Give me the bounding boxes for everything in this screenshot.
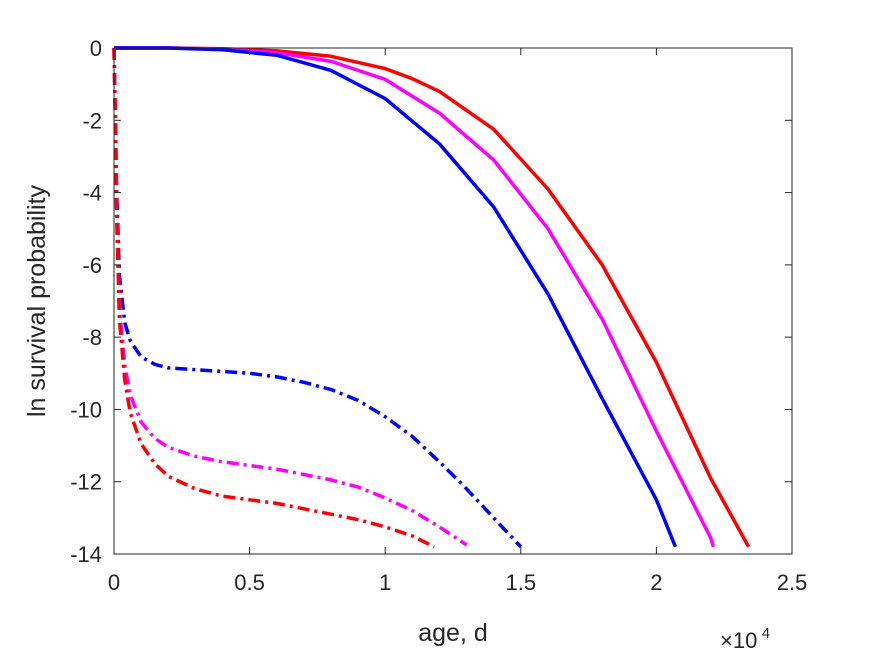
y-tick-label: -6 <box>82 253 102 278</box>
series-line-6 <box>112 47 435 549</box>
x-exponent-power: 4 <box>762 625 770 642</box>
tick-layer: 0 0.5 1 1.5 2 2.5 0 -2 -4 -6 -8 -10 -12 -14 <box>70 36 807 595</box>
y-axis-label: ln survival probability <box>23 184 51 417</box>
x-tick-label: 1.5 <box>506 570 537 595</box>
x-exponent-label: ×10 4 <box>720 625 770 653</box>
x-tick-label: 2.5 <box>777 570 808 595</box>
x-tick-label: 1 <box>379 570 391 595</box>
y-tick-label: -4 <box>82 181 102 206</box>
y-tick-label: -14 <box>70 542 102 567</box>
y-tick-label: -8 <box>82 325 102 350</box>
y-tick-label: 0 <box>90 36 102 61</box>
x-axis-label: age, d <box>418 619 488 647</box>
y-tick-label: -10 <box>70 397 102 422</box>
series-line-4 <box>112 47 523 548</box>
x-tick-label: 0.5 <box>234 570 265 595</box>
x-tick-label: 2 <box>650 570 662 595</box>
y-tick-label: -2 <box>82 108 102 133</box>
x-exponent-base: ×10 <box>720 628 757 653</box>
x-tick-label: 0 <box>108 570 120 595</box>
series-layer <box>112 46 751 549</box>
plot-area-frame <box>113 47 793 555</box>
y-tick-label: -12 <box>70 470 102 495</box>
series-line-3 <box>114 46 678 548</box>
